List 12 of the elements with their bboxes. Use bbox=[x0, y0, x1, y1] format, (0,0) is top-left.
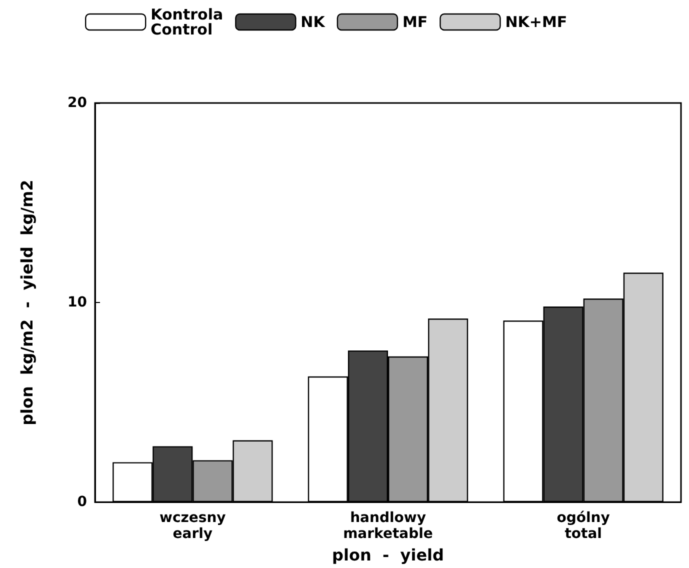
y-tick-label: 20 bbox=[68, 95, 88, 111]
x-tick-label: wczesny early bbox=[160, 510, 226, 542]
legend-label: NK+MF bbox=[505, 13, 568, 31]
x-axis-title: plon - yield bbox=[332, 546, 444, 564]
y-tick-label: 10 bbox=[68, 294, 88, 311]
legend-label: NK bbox=[300, 13, 326, 31]
y-axis-title: plon kg/m2 - yield kg/m2 bbox=[18, 180, 36, 426]
y-tick-label: 0 bbox=[77, 494, 88, 510]
legend-label: MF bbox=[402, 13, 428, 31]
x-tick-label: ogólny total bbox=[556, 510, 610, 542]
x-tick-label: handlowy marketable bbox=[343, 510, 433, 542]
legend-label: Kontrola Control bbox=[150, 6, 224, 38]
